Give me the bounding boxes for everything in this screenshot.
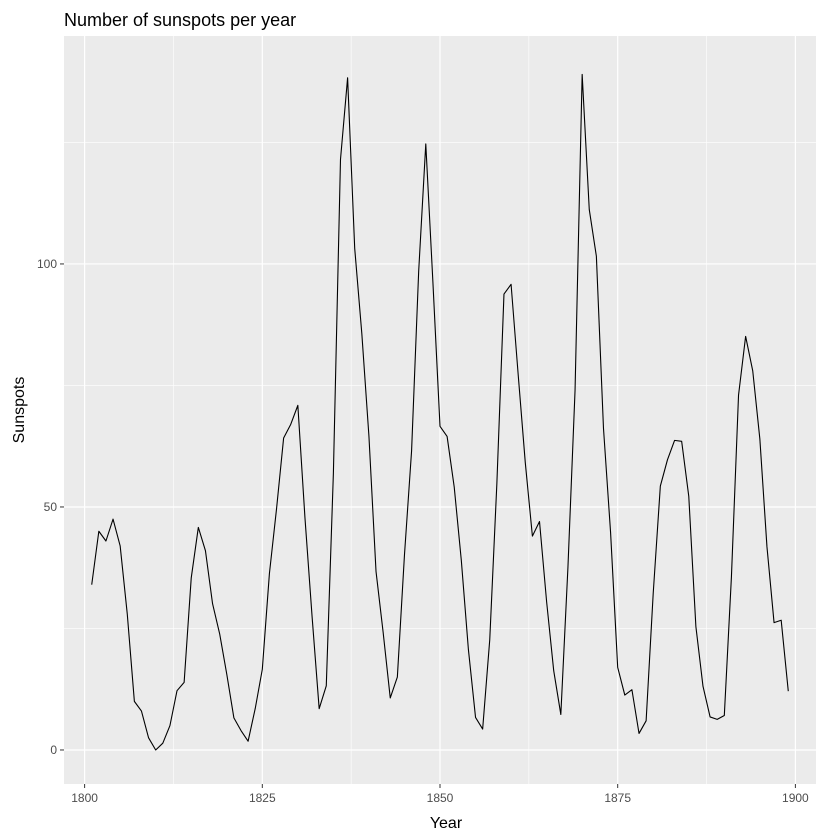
- x-tick-label: 1850: [427, 791, 454, 805]
- x-tick-label: 1800: [71, 791, 98, 805]
- x-tick-label: 1875: [604, 791, 631, 805]
- y-tick-label: 0: [50, 743, 57, 757]
- x-tick-label: 1900: [782, 791, 809, 805]
- y-tick-label: 50: [44, 500, 58, 514]
- y-tick-label: 100: [37, 257, 57, 271]
- sunspots-series-line: [91, 73, 789, 751]
- x-axis-title: Year: [430, 815, 463, 832]
- y-axis-ticks: 0 50 100: [37, 257, 64, 757]
- chart-title: Number of sunspots per year: [64, 10, 296, 30]
- y-axis-title: Sunspots: [11, 377, 28, 444]
- x-tick-label: 1825: [249, 791, 276, 805]
- x-axis-ticks: 1800 1825 1850 1875 1900: [71, 784, 809, 805]
